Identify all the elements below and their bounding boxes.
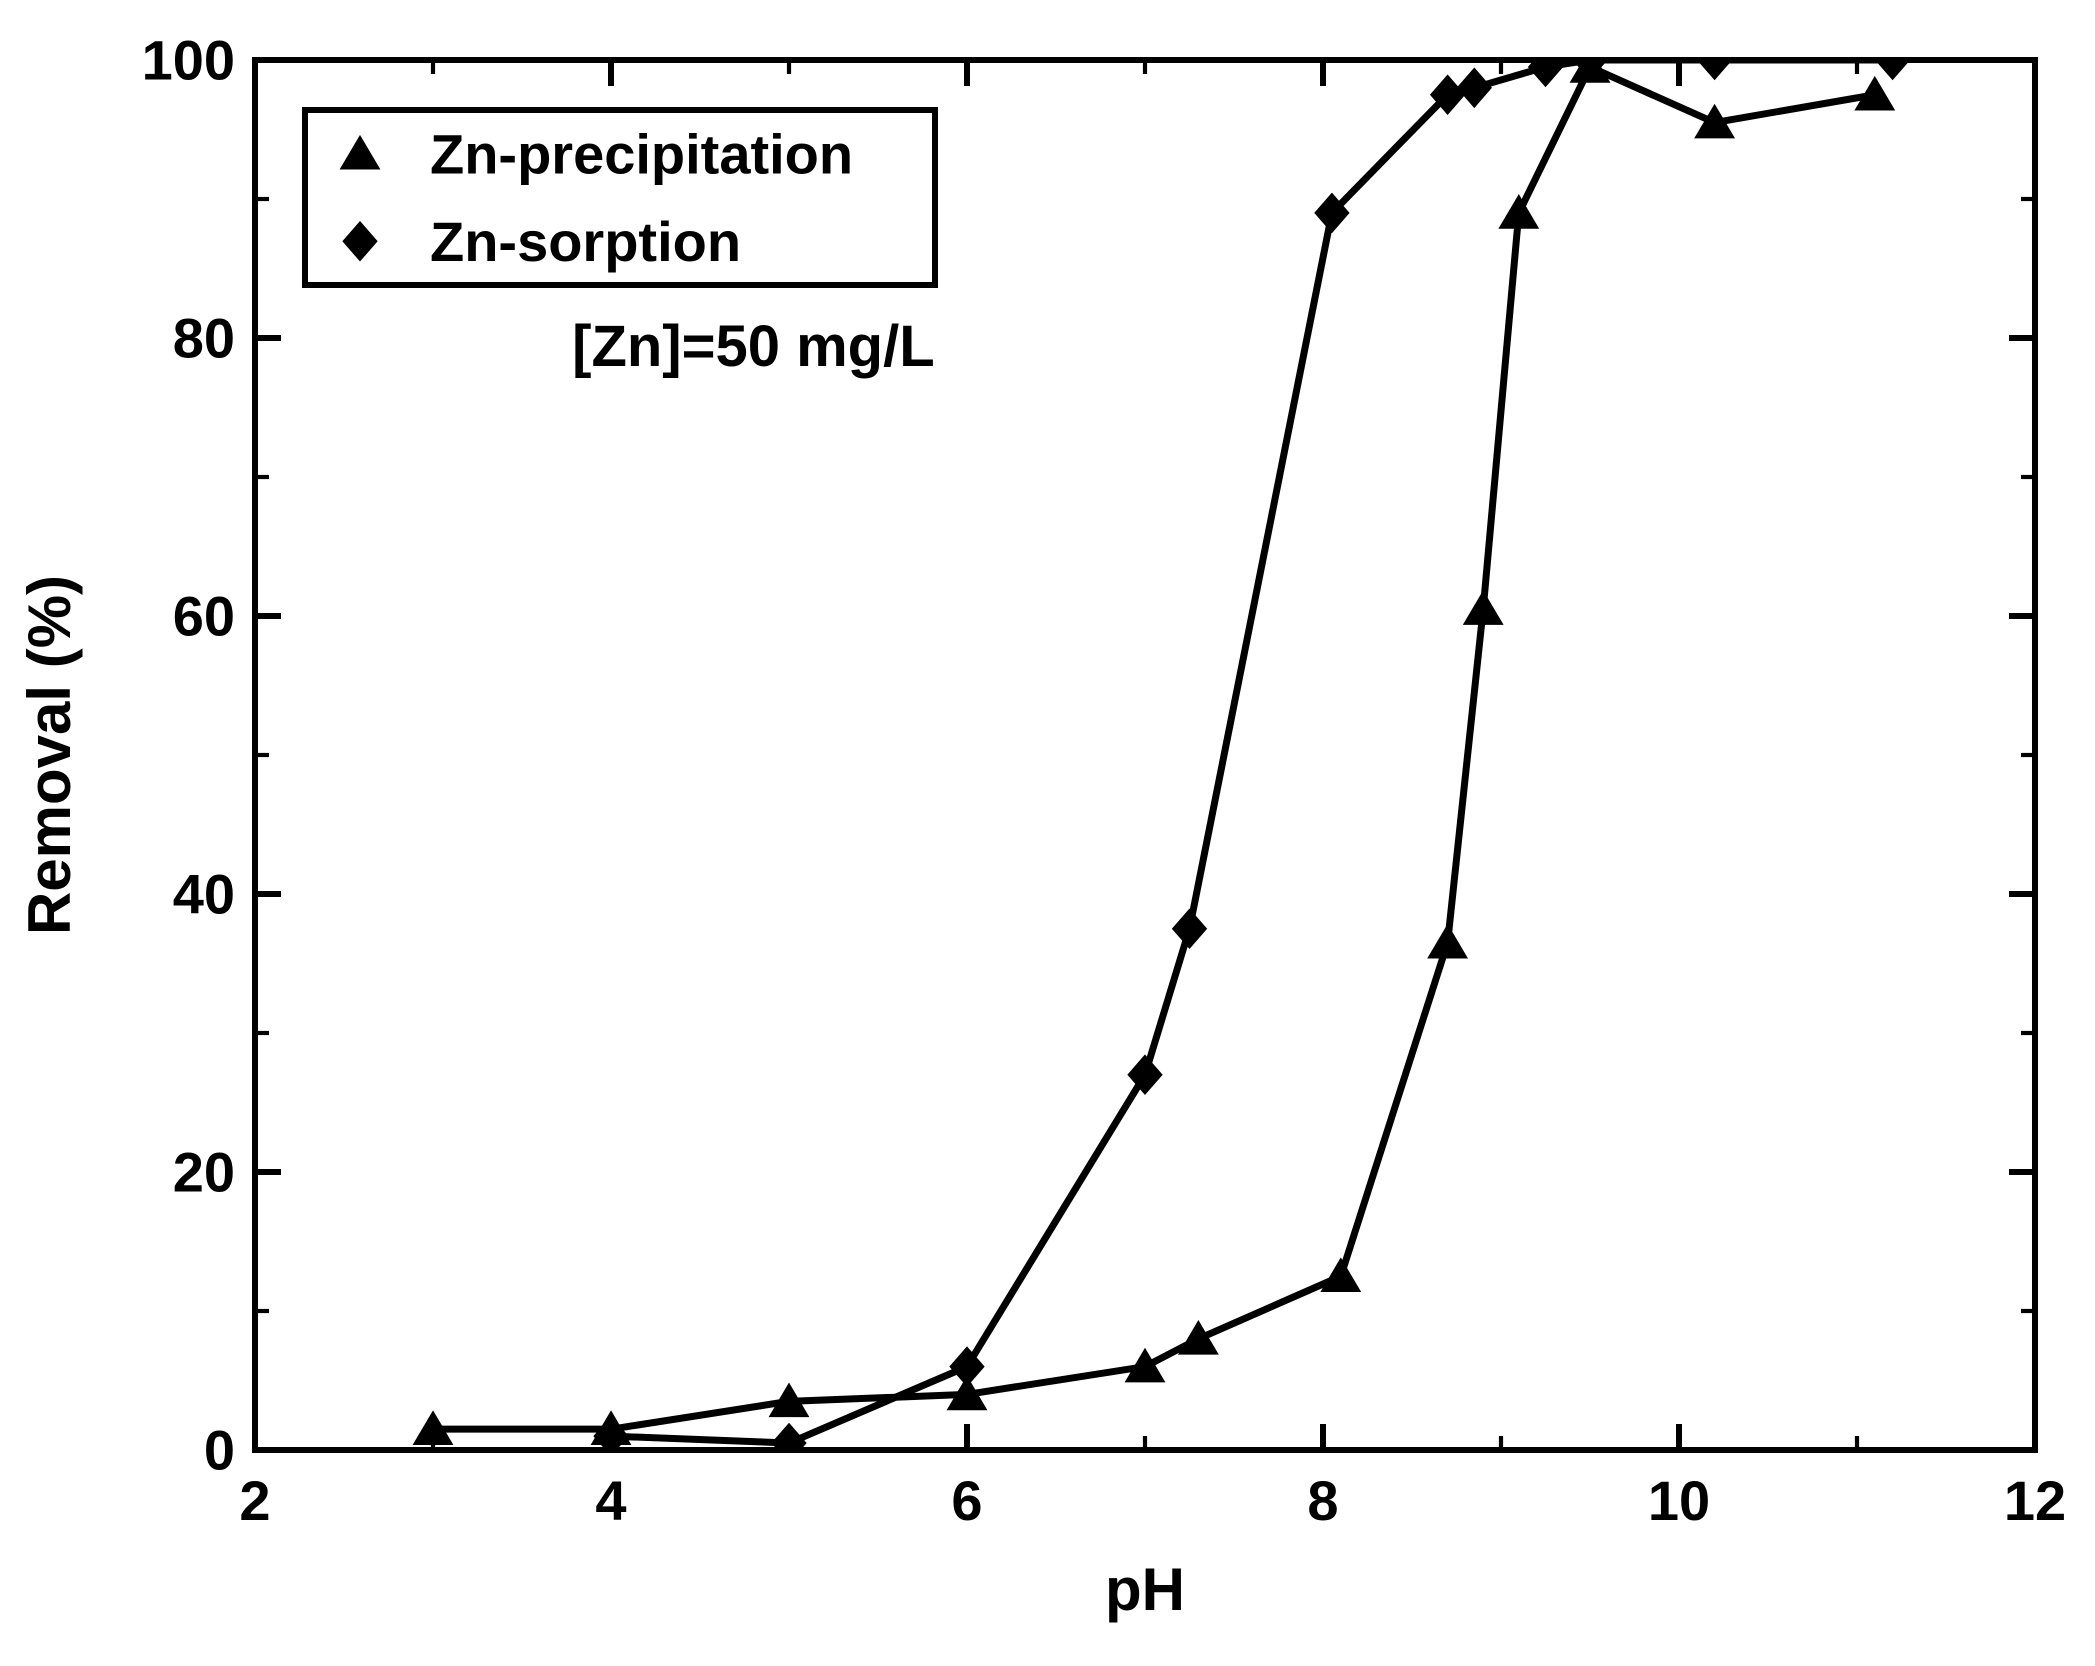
- x-tick-label: 8: [1307, 1469, 1338, 1532]
- x-tick-label: 4: [595, 1469, 626, 1532]
- chart-container: 2 4 6 8 10 12 pH 0 20 40 60 80 100 Removal (%) [Zn]=50…: [0, 0, 2095, 1666]
- y-axis-label: Removal (%): [16, 575, 83, 935]
- x-tick-label: 10: [1648, 1469, 1710, 1532]
- chart-svg: 2 4 6 8 10 12 pH 0 20 40 60 80 100 Removal (%) [Zn]=50…: [0, 0, 2095, 1666]
- y-tick-label: 40: [173, 863, 235, 926]
- y-tick-label: 0: [204, 1419, 235, 1482]
- x-tick-label: 2: [239, 1469, 270, 1532]
- y-tick-label: 100: [142, 29, 235, 92]
- chart-annotation: [Zn]=50 mg/L: [572, 314, 935, 379]
- legend-item-label: Zn-precipitation: [430, 122, 853, 185]
- y-tick-label: 60: [173, 585, 235, 648]
- y-tick-label: 80: [173, 307, 235, 370]
- x-axis-label: pH: [1105, 1556, 1185, 1623]
- x-tick-label: 6: [951, 1469, 982, 1532]
- legend-item-label: Zn-sorption: [430, 210, 741, 273]
- y-tick-label: 20: [173, 1141, 235, 1204]
- x-tick-label: 12: [2004, 1469, 2066, 1532]
